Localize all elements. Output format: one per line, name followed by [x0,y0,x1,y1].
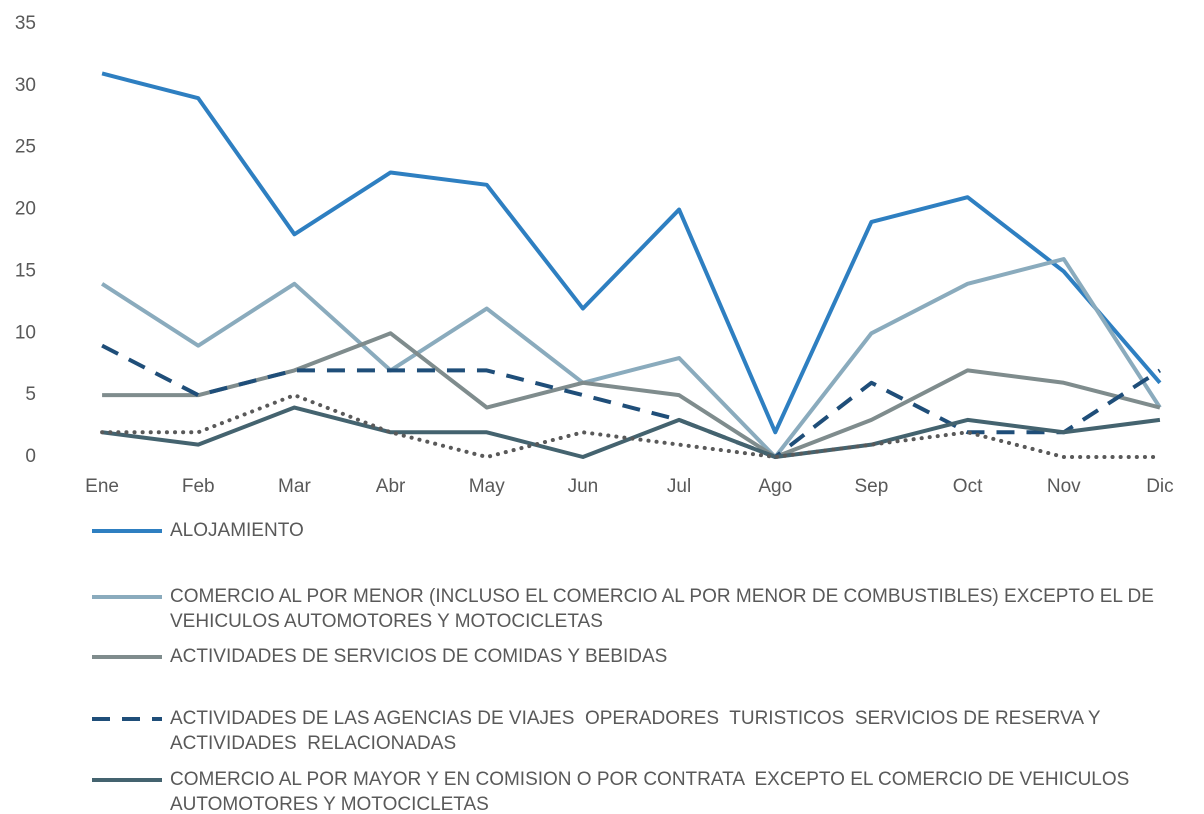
x-tick-label: Mar [278,476,311,497]
y-tick-label: 15 [15,260,36,281]
series-line [101,343,1162,459]
y-tick-label: 10 [15,322,36,343]
x-tick-label: May [469,476,505,497]
y-tick-label: 20 [15,199,36,220]
y-tick-label: 30 [15,75,36,96]
legend-label: COMERCIO AL POR MAYOR Y EN COMISION O PO… [170,769,1134,814]
legend-label: ALOJAMIENTO [170,520,304,541]
y-tick-label: 35 [15,13,36,34]
y-tick-label: 25 [15,137,36,158]
y-tick-label: 5 [25,384,36,405]
x-tick-label: Dic [1146,476,1173,497]
series-line [101,71,1162,435]
series-line [101,257,1162,459]
x-tick-label: Sep [855,476,889,497]
y-tick-label: 0 [25,446,36,467]
x-tick-label: Oct [953,476,983,497]
x-tick-label: Abr [376,476,406,497]
x-tick-label: Ene [85,476,119,497]
x-tick-label: Jun [568,476,599,497]
x-tick-label: Jul [667,476,691,497]
series-line [100,393,1162,459]
legend-label: COMERCIO AL POR MENOR (INCLUSO EL COMERC… [170,586,1165,632]
legend-label: ACTIVIDADES DE LAS AGENCIAS DE VIAJES OP… [170,708,1105,754]
x-tick-label: Feb [182,476,215,497]
legend-label: ACTIVIDADES DE SERVICIOS DE COMIDAS Y BE… [170,646,668,667]
x-tick-label: Ago [758,476,792,497]
x-tick-label: Nov [1047,476,1081,497]
